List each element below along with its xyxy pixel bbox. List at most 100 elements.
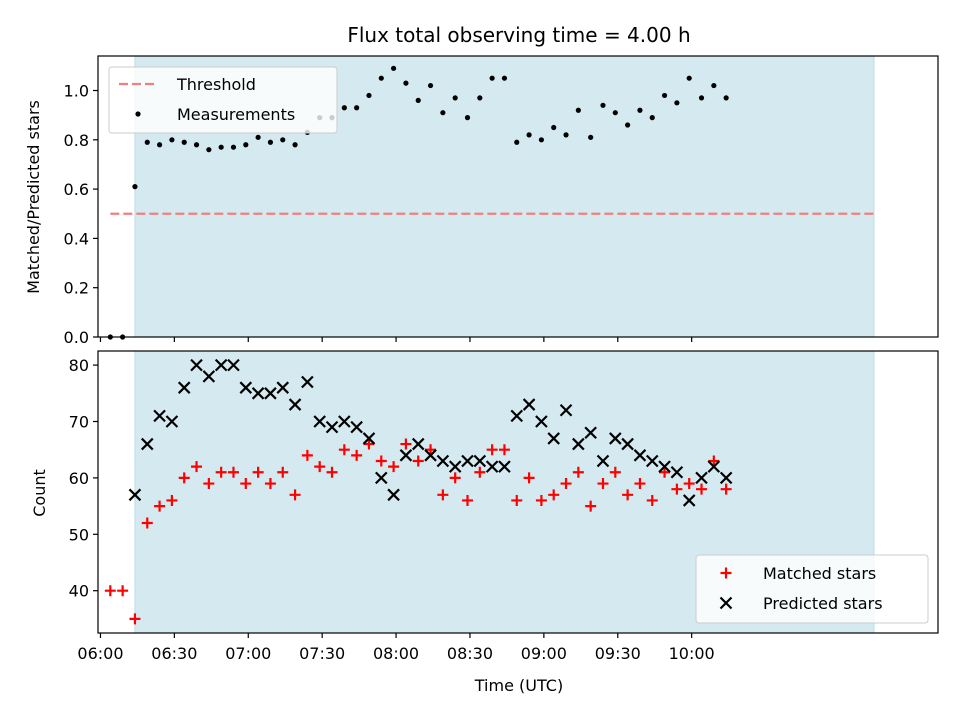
matched-star-point [351, 449, 363, 461]
x-tick-label: 07:30 [299, 644, 345, 663]
matched-star-point [277, 466, 289, 478]
y-tick-label: 0.6 [64, 180, 89, 199]
matched-star-point [486, 444, 498, 456]
predicted-star-point [153, 409, 166, 423]
matched-star-point [720, 483, 732, 495]
predicted-star-point [535, 415, 548, 428]
matched-star-point [671, 483, 683, 495]
measurement-point [391, 65, 397, 71]
matched-star-point [215, 466, 227, 478]
predicted-star-point [510, 409, 524, 423]
predicted-star-point [609, 432, 622, 445]
measurement-point [464, 115, 471, 121]
predicted-star-point [596, 454, 610, 468]
predicted-star-point [559, 403, 573, 417]
ratio-panel: 0.0 0.2 0.4 0.6 0.8 1.0 Threshold Measurements [64, 55, 939, 347]
matched-star-point [191, 461, 203, 473]
legend-box [108, 66, 338, 134]
matched-star-point [474, 466, 486, 478]
predicted-star-point [522, 398, 536, 411]
measurement-point [206, 147, 212, 153]
measurement-point [280, 137, 286, 143]
measurement-point [588, 134, 594, 140]
measurement-point [698, 95, 705, 101]
matched-star-point [129, 613, 141, 625]
predicted-star-point [140, 437, 154, 451]
measurement-point [440, 110, 446, 116]
measurement-point [243, 142, 249, 148]
predicted-star-point [695, 471, 708, 485]
top-y-axis-title: Matched/Predicted stars [24, 100, 43, 294]
predicted-star-point [448, 460, 462, 473]
measurement-point [625, 122, 631, 128]
predicted-star-point [498, 460, 511, 473]
measurement-point [538, 137, 545, 143]
matched-star-point [425, 444, 437, 456]
measurement-point [144, 139, 150, 145]
measurement-point [452, 95, 458, 101]
predicted-star-point [633, 449, 647, 462]
matched-star-point [412, 455, 424, 467]
predicted-star-point [362, 432, 376, 445]
legend-box [695, 554, 929, 624]
predicted-star-point [473, 454, 487, 468]
plot-frame [97, 55, 939, 338]
predicted-star-point [387, 488, 400, 502]
measurement-point [674, 100, 680, 106]
legend-predicted-swatch [719, 596, 733, 610]
matched-star-point [498, 444, 510, 456]
legend-predicted-label: Predicted stars [763, 594, 883, 613]
measurement-point [193, 142, 200, 148]
matched-star-point [400, 438, 412, 450]
x-tick-label: 09:00 [521, 644, 567, 663]
predicted-star-point [177, 381, 191, 394]
measurement-point [132, 184, 138, 190]
matched-star-point [535, 494, 547, 506]
y-tick-label: 0.2 [64, 279, 89, 298]
matched-star-point [289, 489, 301, 501]
matched-star-point [104, 585, 116, 597]
y-tick-label: 80 [69, 356, 89, 375]
matched-star-point [154, 500, 166, 512]
predicted-star-point [165, 415, 179, 428]
matched-star-point [696, 483, 708, 495]
measurement-point [169, 137, 175, 143]
predicted-star-point [707, 460, 721, 473]
matched-star-point [363, 438, 375, 450]
predicted-star-point [325, 420, 339, 434]
matched-star-point [449, 472, 461, 484]
matched-star-point [314, 461, 326, 473]
measurement-point [156, 142, 163, 148]
y-tick-label: 40 [69, 582, 89, 601]
predicted-star-point [682, 494, 696, 507]
predicted-star-point [239, 381, 253, 394]
measurement-point [354, 105, 360, 111]
y-tick-label: 1.0 [64, 82, 89, 101]
matched-star-point [178, 472, 190, 484]
matched-star-point [609, 466, 621, 478]
measurement-point [600, 102, 606, 108]
x-tick-label: 10:00 [669, 644, 715, 663]
measurement-point [575, 107, 581, 113]
measurement-point [378, 75, 384, 81]
legend-measurement-swatch [135, 111, 141, 117]
predicted-star-point [399, 449, 413, 462]
predicted-star-point [251, 387, 265, 400]
matched-star-point [338, 444, 350, 456]
matched-star-point [622, 489, 634, 501]
matched-star-point [462, 494, 474, 506]
measurement-point [415, 97, 421, 103]
y-tick-label: 0.8 [64, 131, 89, 150]
measurement-point [501, 75, 508, 81]
predicted-star-point [436, 454, 450, 468]
predicted-star-point [350, 420, 363, 434]
matched-star-point [511, 494, 523, 506]
matched-star-point [548, 489, 560, 501]
predicted-star-point [338, 415, 351, 428]
measurement-point [711, 82, 717, 89]
predicted-star-point [264, 387, 277, 400]
measurement-point [563, 132, 569, 138]
measurement-point [267, 139, 274, 145]
matched-star-point [375, 455, 387, 467]
measurement-point [427, 82, 434, 89]
